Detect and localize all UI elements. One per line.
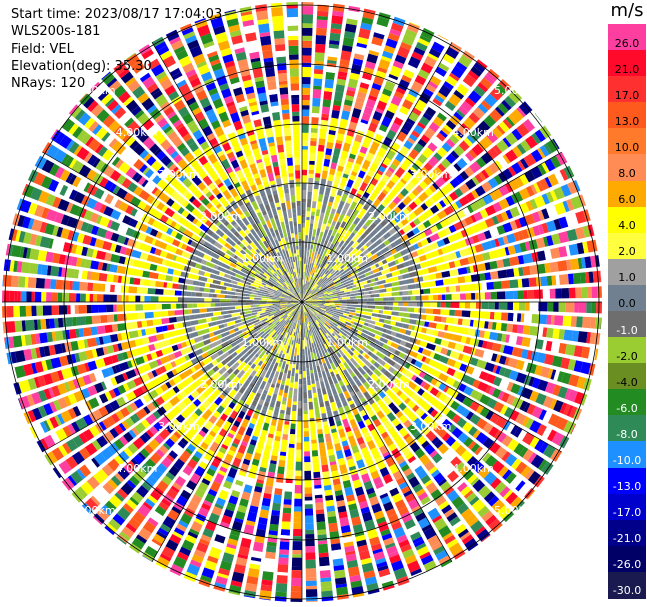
colorbar-label: 21.0 xyxy=(614,62,640,76)
range-label: 4.00km xyxy=(452,462,494,476)
colorbar-band xyxy=(608,50,646,77)
azimuth-spoke xyxy=(151,301,303,562)
colorbar-label: -17.0 xyxy=(612,506,642,520)
colorbar-band xyxy=(608,415,646,443)
range-label: 5.00km xyxy=(493,503,536,517)
colorbar-label: -21.0 xyxy=(612,532,642,546)
range-label: 3.00km xyxy=(158,419,200,433)
colorbar-label: 8.0 xyxy=(618,167,636,181)
colorbar-label: 17.0 xyxy=(614,88,640,102)
colorbar-label: 1.0 xyxy=(618,271,636,285)
velocity-gates xyxy=(2,2,602,602)
field-name: Field: VEL xyxy=(11,42,74,57)
colorbar-band xyxy=(608,24,646,51)
colorbar-band xyxy=(608,102,646,129)
azimuth-spoke xyxy=(301,151,562,303)
colorbar-label: 13.0 xyxy=(614,114,640,128)
azimuth-spokes xyxy=(2,2,602,602)
range-label: 4.00km xyxy=(452,125,494,139)
nrays: NRays: 120 xyxy=(11,76,86,91)
azimuth-spoke xyxy=(301,301,453,562)
colorbar-label: -2.0 xyxy=(616,349,638,363)
colorbar-band xyxy=(608,441,646,469)
range-label: 2.00km xyxy=(368,209,410,223)
azimuth-spoke xyxy=(301,42,453,303)
colorbar-band xyxy=(608,571,646,599)
colorbar-band xyxy=(608,545,646,573)
range-label: 2.00km xyxy=(199,378,242,392)
colorbar-label: 4.0 xyxy=(618,219,636,233)
range-label: 1.00km xyxy=(326,251,368,265)
colorbar-band xyxy=(608,519,646,547)
instrument-name: WLS200s-181 xyxy=(11,24,101,39)
elevation: Elevation(deg): 35.30 xyxy=(11,59,152,74)
ppi-scan xyxy=(2,2,602,602)
colorbar-band xyxy=(608,232,646,260)
range-label: 4.00km xyxy=(115,462,158,476)
start-time: Start time: 2023/08/17 17:04:03 xyxy=(11,7,223,22)
range-label: 3.00km xyxy=(409,419,452,433)
colorbar-band xyxy=(608,284,646,312)
colorbar-label: 10.0 xyxy=(614,140,640,154)
colorbar-label: -4.0 xyxy=(616,375,638,389)
colorbar-band xyxy=(608,311,646,338)
range-label: 4.00km xyxy=(115,125,158,139)
range-label: 5.00km xyxy=(493,84,536,98)
colorbar-band xyxy=(608,180,646,208)
colorbar-label: -8.0 xyxy=(616,427,638,441)
colorbar-band xyxy=(608,206,646,234)
colorbar-label: -1.0 xyxy=(616,323,638,337)
colorbar-label: -30.0 xyxy=(612,584,642,598)
azimuth-spoke xyxy=(151,42,303,303)
colorbar-band xyxy=(608,389,646,416)
colorbar-label: -6.0 xyxy=(616,401,638,415)
colorbar-band xyxy=(608,154,646,182)
range-label: 5.00km xyxy=(74,503,116,517)
colorbar-band xyxy=(608,128,646,156)
colorbar-band xyxy=(608,76,646,103)
colorbar-band xyxy=(608,363,646,390)
colorbar-label: -10.0 xyxy=(612,454,642,468)
colorbar-label: 0.0 xyxy=(618,297,636,311)
range-label: 1.00km xyxy=(326,336,368,350)
range-label: 1.00km xyxy=(241,336,284,350)
range-label: 5.00km xyxy=(74,84,116,98)
azimuth-spoke xyxy=(42,151,303,303)
range-label: 1.00km xyxy=(241,251,284,265)
colorbar-label: -26.0 xyxy=(612,558,642,572)
colorbar-label: 26.0 xyxy=(614,36,640,50)
range-label: 2.00km xyxy=(199,209,242,223)
colorbar-label: 6.0 xyxy=(618,193,636,207)
range-label: 2.00km xyxy=(368,378,410,392)
colorbar-label: 2.0 xyxy=(618,245,636,259)
colorbar-unit: m/s xyxy=(610,0,644,21)
colorbar-band xyxy=(608,467,646,495)
colorbar-band xyxy=(608,493,646,521)
colorbar-label: -13.0 xyxy=(612,480,642,494)
colorbar-band xyxy=(608,258,646,286)
range-label: 3.00km xyxy=(409,168,452,182)
range-label: 3.00km xyxy=(158,168,200,182)
colorbar-band xyxy=(608,337,646,364)
azimuth-spoke xyxy=(42,301,303,453)
azimuth-spoke xyxy=(301,301,562,453)
